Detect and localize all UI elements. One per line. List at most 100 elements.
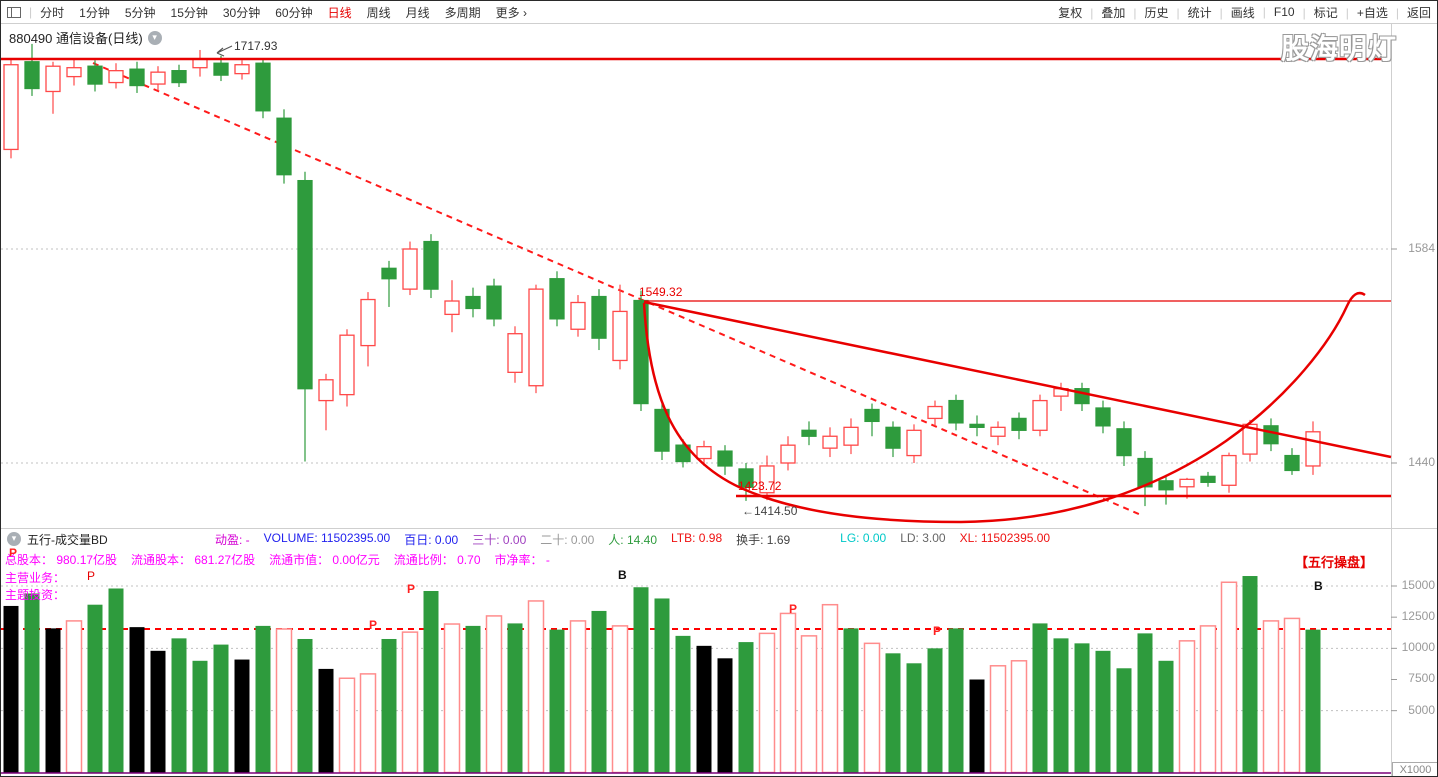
volume-axis-label: 10000 <box>1401 640 1435 655</box>
volume-bar <box>87 604 103 773</box>
volume-bar <box>297 638 313 773</box>
volume-bar <box>1116 668 1132 773</box>
volume-bar <box>948 628 964 773</box>
price-axis-label: 1584 <box>1408 241 1435 255</box>
dashed-trendline <box>92 62 1142 516</box>
volume-bar <box>654 598 670 773</box>
toolbar-item-60分钟[interactable]: 60分钟 <box>275 5 313 20</box>
candle <box>780 444 796 464</box>
candle <box>738 468 754 488</box>
toolbar-item-+自选[interactable]: +自选 <box>1338 4 1388 21</box>
volume-bar <box>359 673 377 774</box>
toolbar-item-叠加[interactable]: 叠加 <box>1082 4 1125 21</box>
toolbar-item-1分钟[interactable]: 1分钟 <box>79 5 110 20</box>
toolbar-item-更多 ›[interactable]: 更多 › <box>495 5 527 20</box>
candle <box>486 285 502 320</box>
equity-info-row: 总股本： 980.17亿股 流通股本： 681.27亿股 流通市值： 0.00亿元流… <box>5 551 550 568</box>
volume-bar <box>275 628 293 774</box>
toolbar-item-15分钟[interactable]: 15分钟 <box>170 5 208 20</box>
indicator-collapse-icon[interactable]: ▾ <box>7 532 21 546</box>
theme-label: 主题投资： <box>5 588 66 602</box>
candle <box>822 435 838 449</box>
symbol-title: 880490 通信设备(日线) ▾ <box>9 28 162 47</box>
toolbar-item-周线[interactable]: 周线 <box>366 5 391 20</box>
signal-p-mark: P <box>933 624 942 638</box>
toolbar-item-历史[interactable]: 历史 <box>1125 4 1168 21</box>
volume-bar <box>65 620 83 774</box>
volume-bar <box>24 593 40 773</box>
indicator-field: 三十: 0.00 <box>472 532 527 547</box>
candle <box>444 300 460 316</box>
signal-p-mark: P <box>407 582 416 596</box>
toolbar-item-返回[interactable]: 返回 <box>1388 4 1431 21</box>
candle <box>1221 454 1237 486</box>
toolbar-item-月线[interactable]: 月线 <box>405 5 430 20</box>
candle <box>24 61 40 90</box>
candle <box>717 450 733 467</box>
toolbar-item-分时[interactable]: 分时 <box>40 5 65 20</box>
candle <box>528 288 544 387</box>
candle <box>864 408 880 423</box>
candle <box>948 399 964 424</box>
candle <box>339 334 355 396</box>
candle <box>465 295 481 310</box>
volume-bar <box>717 658 733 773</box>
volume-bar <box>779 612 797 774</box>
toolbar-divider: | <box>29 5 33 19</box>
indicator-name[interactable]: 五行-成交量BD <box>27 532 108 547</box>
volume-bar <box>696 645 712 773</box>
candle <box>1179 478 1195 488</box>
theme-row: 主题投资： <box>5 586 65 603</box>
volume-bar <box>507 623 523 773</box>
candle <box>108 70 124 84</box>
toolbar-item-标记[interactable]: 标记 <box>1295 4 1338 21</box>
volume-axis-label: 12500 <box>1401 609 1435 624</box>
annotation-high: 1717.93 <box>234 39 278 53</box>
volume-bar <box>1074 643 1090 773</box>
volume-bar <box>1095 650 1111 773</box>
indicator-header: ▾ 五行-成交量BD 动盈: - VOLUME: 11502395.00 百日: 0… <box>1 529 1391 549</box>
toolbar-item-统计[interactable]: 统计 <box>1168 4 1212 21</box>
toolbar-item-多周期[interactable]: 多周期 <box>444 5 481 20</box>
volume-axis-label: 15000 <box>1401 577 1435 592</box>
candle <box>990 426 1006 437</box>
toolbar-item-画线[interactable]: 画线 <box>1212 4 1255 21</box>
candle <box>570 301 586 330</box>
volume-bar <box>3 605 19 773</box>
toolbar-item-复权[interactable]: 复权 <box>1058 5 1083 20</box>
toolbar-item-日线[interactable]: 日线 <box>327 5 352 20</box>
volume-bar <box>1220 581 1238 774</box>
indicator-field: 换手: 1.69 <box>736 532 791 547</box>
candle <box>423 240 439 290</box>
toolbar-right: 复权叠加历史统计画线F10标记+自选返回 <box>1058 4 1431 21</box>
candle <box>360 298 376 347</box>
split-window-icon[interactable] <box>7 6 21 18</box>
toolbar-item-F10[interactable]: F10 <box>1255 5 1295 19</box>
indicator-field: XL: 11502395.00 <box>959 530 1051 545</box>
volume-bar <box>1137 633 1153 773</box>
volume-bar <box>213 644 229 773</box>
volume-bar <box>1305 629 1321 773</box>
volume-bar <box>591 610 607 773</box>
candle <box>3 64 19 151</box>
volume-bar <box>1242 576 1258 773</box>
volume-bar <box>569 620 587 774</box>
toolbar-item-5分钟[interactable]: 5分钟 <box>124 5 156 20</box>
volume-axis-label: 7500 <box>1408 671 1435 686</box>
candle <box>276 117 292 176</box>
annotation-break: 1549.32 <box>639 285 683 299</box>
business-row: 主营业务： P <box>5 569 95 586</box>
volume-bar <box>485 615 503 774</box>
indicator-field: 动盈: - <box>215 532 250 547</box>
indicator-field: LG: 0.00 <box>840 530 887 545</box>
candle <box>171 70 187 84</box>
annotation-low: ←1414.50 <box>742 504 798 518</box>
signal-b-mark: B <box>1314 579 1323 593</box>
chevron-down-icon[interactable]: ▾ <box>147 30 162 45</box>
candle <box>402 248 418 290</box>
business-value: P <box>87 569 96 583</box>
toolbar-item-30分钟[interactable]: 30分钟 <box>222 5 261 20</box>
volume-bar <box>443 623 461 774</box>
volume-bar <box>318 668 334 773</box>
